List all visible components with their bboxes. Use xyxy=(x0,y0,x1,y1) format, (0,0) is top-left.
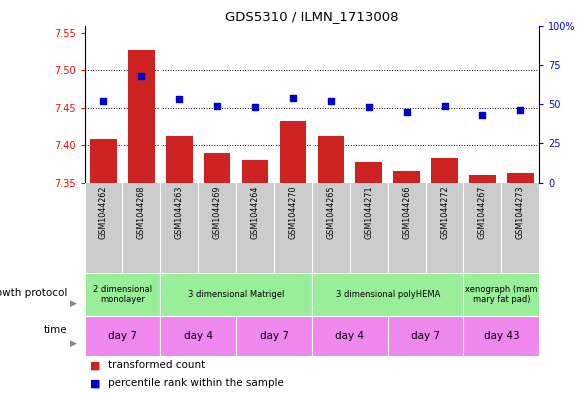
Text: transformed count: transformed count xyxy=(108,360,205,371)
Point xyxy=(212,103,222,109)
Text: time: time xyxy=(43,325,67,335)
Point xyxy=(515,107,525,114)
Point xyxy=(440,103,449,109)
Text: percentile rank within the sample: percentile rank within the sample xyxy=(108,378,284,388)
Text: GSM1044263: GSM1044263 xyxy=(175,185,184,239)
Text: day 7: day 7 xyxy=(259,331,289,341)
Bar xyxy=(236,316,312,356)
Text: growth protocol: growth protocol xyxy=(0,288,67,298)
Text: GSM1044265: GSM1044265 xyxy=(326,185,335,239)
Text: day 4: day 4 xyxy=(184,331,213,341)
Text: GSM1044273: GSM1044273 xyxy=(516,185,525,239)
Point xyxy=(136,73,146,79)
Text: 3 dimensional polyHEMA: 3 dimensional polyHEMA xyxy=(335,290,440,299)
Text: GSM1044266: GSM1044266 xyxy=(402,185,411,239)
Text: ■: ■ xyxy=(90,378,101,388)
Text: day 43: day 43 xyxy=(483,331,519,341)
Bar xyxy=(204,153,230,183)
Point xyxy=(326,98,335,104)
Text: GSM1044272: GSM1044272 xyxy=(440,185,449,239)
Text: day 4: day 4 xyxy=(335,331,364,341)
Point xyxy=(250,104,259,110)
Bar xyxy=(160,316,236,356)
Bar xyxy=(463,273,539,316)
Point xyxy=(364,104,373,110)
Text: GSM1044267: GSM1044267 xyxy=(478,185,487,239)
Text: day 7: day 7 xyxy=(108,331,137,341)
Title: GDS5310 / ILMN_1713008: GDS5310 / ILMN_1713008 xyxy=(225,10,399,23)
Bar xyxy=(507,173,533,183)
Bar xyxy=(463,316,539,356)
Point xyxy=(402,109,411,115)
Point xyxy=(477,112,487,118)
Text: GSM1044262: GSM1044262 xyxy=(99,185,108,239)
Text: GSM1044269: GSM1044269 xyxy=(213,185,222,239)
Text: 2 dimensional
monolayer: 2 dimensional monolayer xyxy=(93,285,152,305)
Bar xyxy=(312,316,388,356)
Bar xyxy=(85,316,160,356)
Bar xyxy=(312,273,463,316)
Bar xyxy=(356,162,382,183)
Text: day 7: day 7 xyxy=(411,331,440,341)
Bar xyxy=(90,140,117,183)
Bar xyxy=(166,136,192,183)
Text: 3 dimensional Matrigel: 3 dimensional Matrigel xyxy=(188,290,285,299)
Bar xyxy=(394,171,420,183)
Bar xyxy=(128,50,154,183)
Text: ■: ■ xyxy=(90,360,101,371)
Bar xyxy=(280,121,306,183)
Text: ▶: ▶ xyxy=(70,299,77,308)
Bar xyxy=(242,160,268,183)
Text: GSM1044268: GSM1044268 xyxy=(137,185,146,239)
Point xyxy=(174,96,184,103)
Point xyxy=(99,98,108,104)
Bar xyxy=(431,158,458,183)
Text: GSM1044271: GSM1044271 xyxy=(364,185,373,239)
Bar xyxy=(469,175,496,183)
Text: GSM1044264: GSM1044264 xyxy=(251,185,259,239)
Bar xyxy=(388,316,463,356)
Bar xyxy=(85,273,160,316)
Text: ▶: ▶ xyxy=(70,340,77,348)
Point xyxy=(288,95,297,101)
Bar xyxy=(160,273,312,316)
Bar xyxy=(318,136,344,183)
Text: xenograph (mam
mary fat pad): xenograph (mam mary fat pad) xyxy=(465,285,538,305)
Text: GSM1044270: GSM1044270 xyxy=(289,185,297,239)
